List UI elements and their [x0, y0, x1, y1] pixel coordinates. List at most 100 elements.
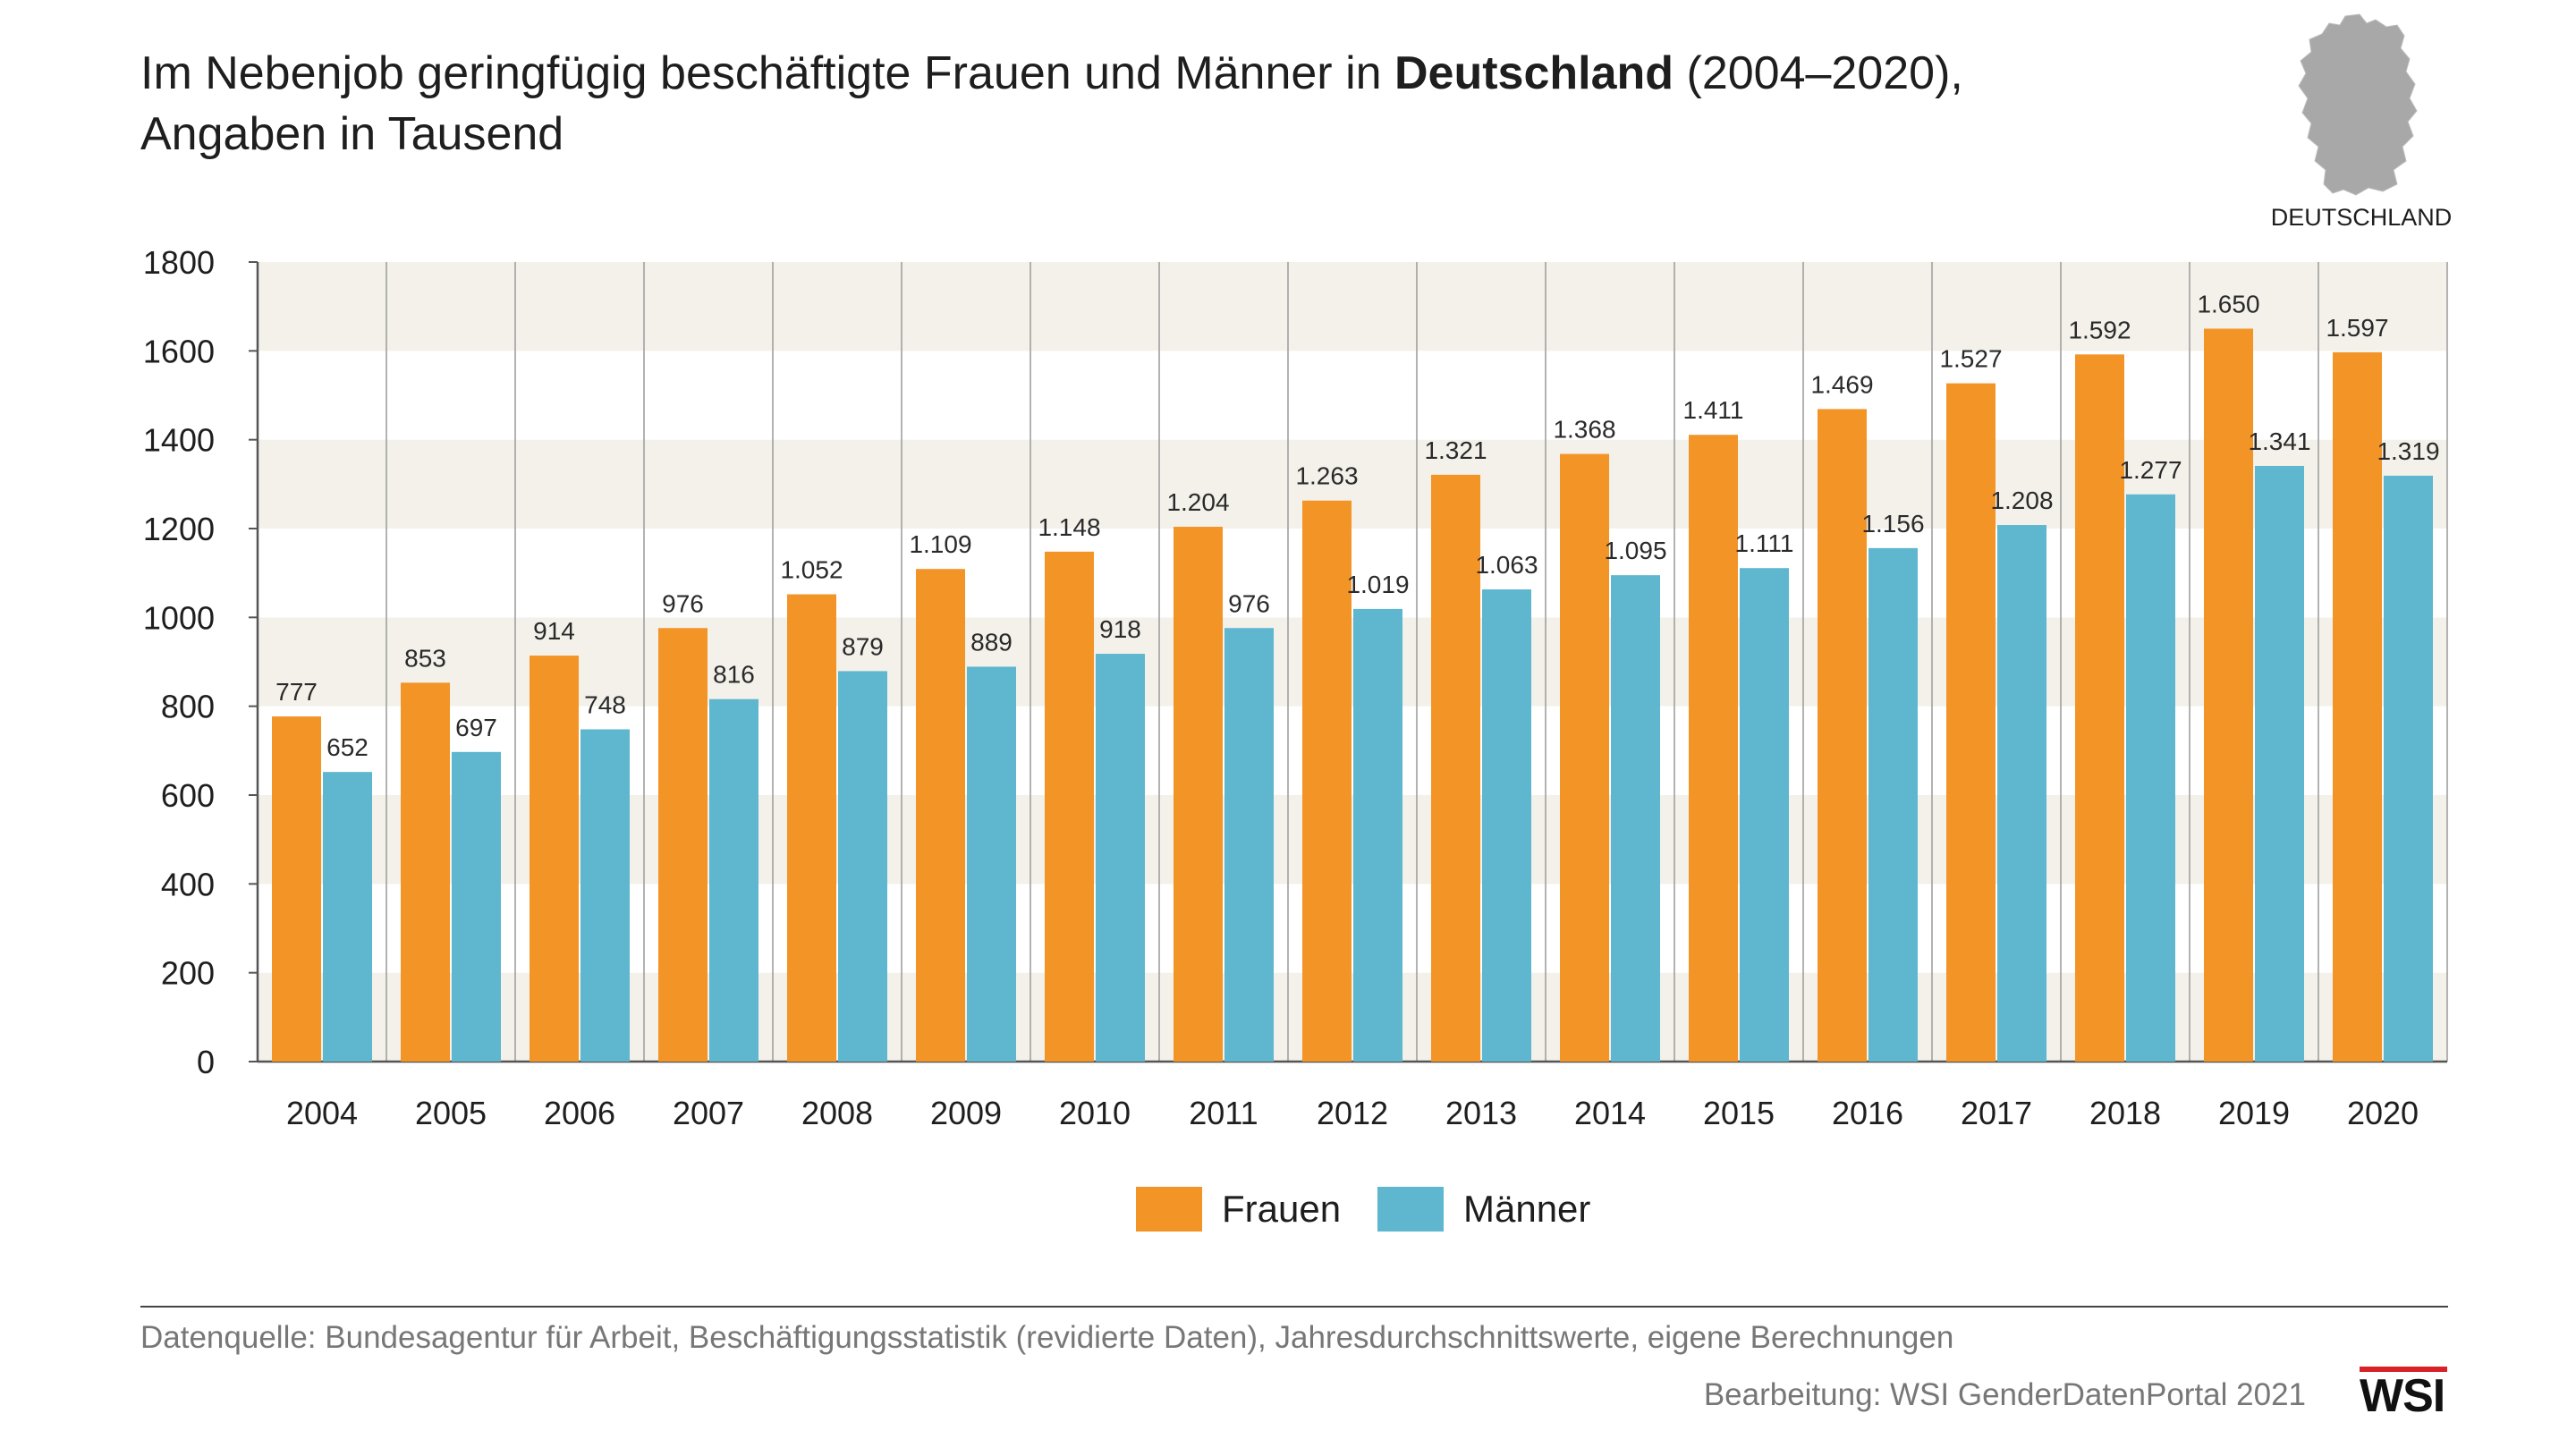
y-axis-ticks: 0 200 400 600 800 1000 1200 1400 1600 1800: [143, 244, 258, 1080]
legend-item-frauen: Frauen: [1136, 1182, 1341, 1236]
bar-frauen-2008: [787, 594, 836, 1062]
value-label-maenner-2005: 697: [455, 714, 497, 741]
category-separators: [386, 262, 2448, 1062]
bar-maenner-2013: [1482, 589, 1531, 1062]
x-tick-label-2018: 2018: [2089, 1095, 2161, 1131]
bar-frauen-2012: [1302, 500, 1352, 1062]
x-tick-label-2015: 2015: [1703, 1095, 1775, 1131]
bar-maenner-2010: [1096, 654, 1145, 1062]
x-tick-label-2008: 2008: [801, 1095, 873, 1131]
value-label-maenner-2007: 816: [713, 661, 755, 689]
value-label-maenner-2010: 918: [1099, 615, 1141, 643]
bar-frauen-2010: [1045, 551, 1094, 1062]
bar-frauen-2009: [916, 569, 965, 1062]
source-note: Datenquelle: Bundesagentur für Arbeit, B…: [140, 1320, 1954, 1355]
bar-frauen-2013: [1431, 474, 1480, 1062]
bar-maenner-2017: [1997, 525, 2046, 1062]
value-label-maenner-2016: 1.156: [1861, 510, 1924, 538]
x-tick-label-2009: 2009: [930, 1095, 1002, 1131]
bar-frauen-2004: [272, 716, 321, 1062]
value-label-maenner-2014: 1.095: [1604, 537, 1666, 564]
x-axis-labels: 2004 2005 2006 2007 2008 2009 2010 2011 2012 2013…: [286, 1095, 2419, 1131]
bar-maenner-2006: [580, 729, 630, 1062]
bar-frauen-2018: [2075, 354, 2124, 1062]
bar-maenner-2004: [323, 772, 372, 1062]
value-label-frauen-2015: 1.411: [1683, 396, 1744, 424]
legend-label-frauen: Frauen: [1222, 1188, 1342, 1230]
x-tick-label-2005: 2005: [415, 1095, 487, 1131]
value-label-maenner-2019: 1.341: [2248, 427, 2310, 455]
value-label-frauen-2012: 1.263: [1295, 462, 1358, 490]
title-bold: Deutschland: [1394, 47, 1674, 99]
value-label-maenner-2004: 652: [326, 733, 369, 761]
value-label-frauen-2004: 777: [275, 678, 318, 706]
value-label-frauen-2020: 1.597: [2326, 314, 2388, 342]
x-tick-label-2012: 2012: [1317, 1095, 1388, 1131]
x-tick-label-2020: 2020: [2347, 1095, 2419, 1131]
value-label-maenner-2009: 889: [970, 628, 1013, 656]
x-tick-label-2019: 2019: [2218, 1095, 2290, 1131]
y-tick-label: 200: [161, 955, 215, 992]
value-label-frauen-2010: 1.148: [1038, 513, 1100, 541]
legend-label-maenner: Männer: [1463, 1188, 1591, 1230]
bar-frauen-2005: [401, 682, 450, 1062]
footer-divider: [140, 1306, 2448, 1308]
value-label-maenner-2008: 879: [842, 632, 884, 660]
value-label-frauen-2014: 1.368: [1553, 416, 1615, 444]
bar-frauen-2019: [2204, 328, 2253, 1062]
y-tick-label: 400: [161, 866, 215, 902]
bar-frauen-2020: [2333, 351, 2382, 1062]
bar-maenner-2018: [2126, 494, 2175, 1062]
bar-maenner-2008: [838, 671, 887, 1062]
value-label-maenner-2013: 1.063: [1475, 551, 1538, 579]
bar-frauen-2016: [1818, 409, 1867, 1062]
bar-frauen-2006: [530, 656, 579, 1062]
legend-swatch-maenner: [1377, 1187, 1444, 1232]
value-label-frauen-2007: 976: [662, 589, 704, 617]
value-label-frauen-2013: 1.321: [1424, 436, 1487, 464]
y-tick-label: 1000: [143, 599, 215, 636]
x-tick-label-2004: 2004: [286, 1095, 358, 1131]
value-labels: 777 652 853 697 914 748 976 816 1.052 879 1.109 889…: [275, 291, 2439, 762]
bars: [272, 328, 2433, 1062]
credit-note: Bearbeitung: WSI GenderDatenPortal 2021: [1703, 1377, 2306, 1412]
logo-text: WSI: [2360, 1370, 2445, 1422]
title-part1: Im Nebenjob geringfügig beschäftigte Fra…: [140, 47, 1394, 99]
legend-swatch-frauen: [1136, 1187, 1202, 1232]
x-tick-label-2007: 2007: [673, 1095, 744, 1131]
x-tick-label-2006: 2006: [544, 1095, 615, 1131]
title-part2: (2004–2020),: [1674, 47, 1963, 99]
value-label-frauen-2006: 914: [533, 617, 575, 645]
y-tick-label: 1200: [143, 511, 215, 547]
bar-maenner-2019: [2255, 465, 2304, 1062]
map-label: DEUTSCHLAND: [2270, 204, 2453, 231]
bar-maenner-2007: [709, 698, 758, 1062]
value-label-frauen-2018: 1.592: [2068, 316, 2131, 343]
y-tick-label: 800: [161, 689, 215, 725]
bar-maenner-2011: [1224, 628, 1274, 1062]
y-tick-label: 1600: [143, 333, 215, 369]
value-label-frauen-2017: 1.527: [1939, 345, 2002, 373]
bar-maenner-2020: [2384, 475, 2433, 1062]
wsi-logo: WSI: [2360, 1367, 2447, 1422]
x-tick-label-2010: 2010: [1059, 1095, 1131, 1131]
y-tick-label: 1800: [143, 244, 215, 281]
value-label-frauen-2008: 1.052: [780, 556, 843, 584]
bar-frauen-2017: [1946, 383, 1996, 1062]
bar-frauen-2014: [1560, 453, 1609, 1062]
bar-frauen-2015: [1689, 435, 1738, 1062]
x-tick-label-2013: 2013: [1445, 1095, 1517, 1131]
legend-item-maenner: Männer: [1377, 1182, 1590, 1236]
value-label-maenner-2015: 1.111: [1735, 529, 1794, 557]
value-label-frauen-2011: 1.204: [1166, 488, 1229, 516]
value-label-frauen-2016: 1.469: [1810, 370, 1873, 398]
value-label-maenner-2011: 976: [1228, 589, 1270, 617]
value-label-maenner-2020: 1.319: [2377, 437, 2439, 465]
x-tick-label-2014: 2014: [1574, 1095, 1646, 1131]
value-label-maenner-2006: 748: [584, 690, 626, 718]
bar-chart: 0 200 400 600 800 1000 1200 1400 1600 1800 777 652…: [143, 244, 2448, 1131]
bar-maenner-2014: [1611, 575, 1660, 1062]
value-label-maenner-2012: 1.019: [1346, 571, 1409, 598]
title-line2: Angaben in Tausend: [140, 108, 564, 160]
value-label-maenner-2018: 1.277: [2119, 456, 2182, 484]
